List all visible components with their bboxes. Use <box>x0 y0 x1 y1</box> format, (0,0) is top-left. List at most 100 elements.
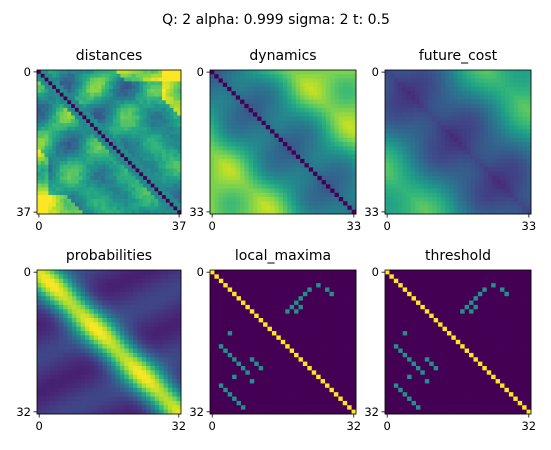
heatmap-cell <box>313 108 318 113</box>
heatmap-cell <box>351 78 357 84</box>
heatmap-cell <box>338 180 344 185</box>
heatmap-cell <box>163 370 169 376</box>
heatmap-cell <box>150 92 155 97</box>
heatmap-cell <box>102 296 108 301</box>
heatmap-cell <box>111 270 116 275</box>
heatmap-cell <box>119 387 125 393</box>
heatmap-cell <box>165 210 171 215</box>
heatmap-cell <box>317 112 323 117</box>
heatmap-cell <box>146 366 151 371</box>
heatmap-cell <box>150 318 156 323</box>
heatmap-cell <box>76 335 82 341</box>
heatmap-cell <box>50 291 55 297</box>
heatmap-cell <box>146 126 152 132</box>
heatmap-cell <box>41 309 47 315</box>
heatmap-cell <box>74 202 80 207</box>
heatmap-cell <box>308 70 314 75</box>
heatmap-cell <box>98 318 103 323</box>
heatmap-cell <box>59 111 64 116</box>
heatmap-cell <box>139 172 144 177</box>
heatmap-cell <box>115 283 121 288</box>
heatmap-cell <box>102 387 108 393</box>
heatmap-cell <box>48 157 53 162</box>
heatmap-cell <box>500 150 506 156</box>
heatmap-cell <box>214 274 220 280</box>
heatmap-cell <box>466 167 472 173</box>
heatmap-cell <box>116 111 121 116</box>
heatmap-cell <box>466 125 472 130</box>
heatmap-cell <box>347 278 352 284</box>
heatmap-cell <box>41 370 47 376</box>
heatmap-cell <box>274 103 280 109</box>
heatmap-cell <box>313 129 318 134</box>
heatmap-cell <box>522 180 528 185</box>
heatmap-cell <box>173 92 178 97</box>
heatmap-cell <box>432 175 437 181</box>
heatmap-cell <box>453 171 459 177</box>
heatmap-cell <box>82 195 87 200</box>
heatmap-cell <box>127 157 133 162</box>
heatmap-cell <box>415 108 420 113</box>
heatmap-cell <box>265 120 271 126</box>
heatmap-cell <box>415 167 420 173</box>
heatmap-cell <box>89 392 95 397</box>
heatmap-cell <box>214 184 219 189</box>
heatmap-cell <box>300 70 305 75</box>
heatmap-cell <box>351 137 357 143</box>
heatmap-cell <box>440 205 446 211</box>
heatmap-cell <box>135 126 140 132</box>
heatmap-cell <box>415 129 420 134</box>
heatmap-cell <box>127 210 133 215</box>
heatmap-cell <box>55 92 61 97</box>
heatmap-cell <box>143 77 148 82</box>
heatmap-cell <box>304 167 310 173</box>
heatmap-cell <box>436 184 442 189</box>
heatmap-cell <box>304 158 310 164</box>
heatmap-cell <box>397 201 403 206</box>
heatmap-cell <box>222 201 228 206</box>
heatmap-cell <box>141 331 147 336</box>
heatmap-cell <box>173 107 178 113</box>
heatmap-cell <box>176 309 182 315</box>
heatmap-cell <box>176 379 182 384</box>
heatmap-cell <box>338 125 344 130</box>
heatmap-cell <box>176 326 182 332</box>
heatmap-cell <box>115 339 121 345</box>
heatmap-cell <box>248 201 254 206</box>
heatmap-cell <box>410 133 416 139</box>
heatmap-cell <box>55 77 61 82</box>
heatmap-cell <box>389 95 394 101</box>
heatmap-cell <box>124 400 130 406</box>
heatmap-cell <box>300 120 305 126</box>
heatmap-cell <box>67 357 73 363</box>
heatmap-cell <box>257 163 262 168</box>
heatmap-cell <box>135 96 140 101</box>
heatmap-cell <box>445 125 450 130</box>
heatmap-cell <box>74 145 80 150</box>
heatmap-cell <box>218 274 224 280</box>
heatmap-cell <box>513 86 519 92</box>
heatmap-cell <box>86 126 91 132</box>
heatmap-cell <box>410 171 416 177</box>
heatmap-cell <box>385 154 390 160</box>
heatmap-cell <box>176 366 182 371</box>
heatmap-cell <box>162 142 167 147</box>
heatmap-cell <box>154 138 159 143</box>
heatmap-cell <box>522 70 528 75</box>
heatmap-cell <box>44 206 49 211</box>
heatmap-cell <box>127 198 133 204</box>
heatmap-cell <box>410 86 416 92</box>
heatmap-cell <box>67 176 72 181</box>
heatmap-cell <box>173 130 178 135</box>
heatmap-cell <box>82 134 87 139</box>
heatmap-cell <box>154 335 160 341</box>
heatmap-cell <box>40 115 45 120</box>
heatmap-cell <box>291 116 297 122</box>
heatmap-cell <box>116 73 121 78</box>
heatmap-cell <box>278 133 284 139</box>
heatmap-cell <box>287 209 292 215</box>
heatmap-cell <box>483 175 489 181</box>
heatmap-cell <box>270 137 275 143</box>
heatmap-cell <box>85 396 90 402</box>
heatmap-cell <box>37 344 42 349</box>
